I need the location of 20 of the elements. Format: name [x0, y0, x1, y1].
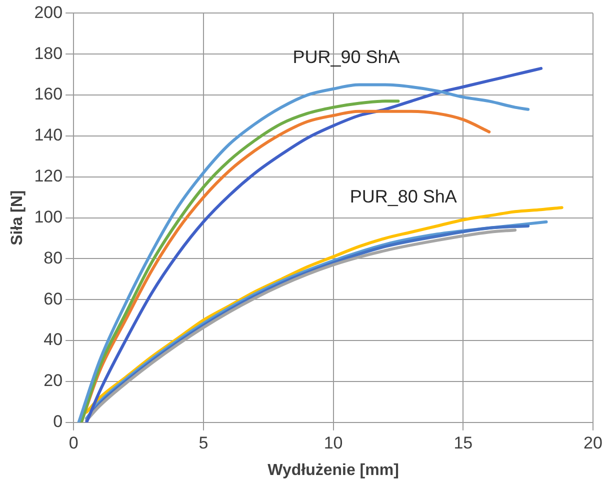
x-tick-label: 15 — [454, 433, 473, 452]
y-tick-label: 200 — [34, 2, 63, 22]
x-tick-label: 20 — [584, 433, 602, 452]
annotation: PUR_90 ShA — [292, 47, 400, 68]
y-tick-label: 0 — [53, 412, 63, 432]
y-tick-label: 160 — [34, 84, 63, 104]
y-tick-label: 80 — [44, 248, 63, 268]
x-tick-label: 10 — [324, 433, 343, 452]
y-tick-label: 40 — [44, 330, 63, 350]
y-tick-label: 20 — [44, 371, 63, 390]
annotation: PUR_80 ShA — [350, 186, 457, 206]
x-tick-label: 5 — [198, 433, 208, 452]
y-tick-label: 140 — [34, 126, 63, 145]
y-tick-label: 100 — [34, 207, 63, 226]
y-tick-label: 60 — [44, 289, 63, 308]
x-tick-label: 0 — [68, 433, 78, 452]
y-tick-label: 120 — [34, 166, 63, 186]
y-axis-title: Siła [N] — [9, 190, 26, 246]
y-tick-label: 180 — [34, 44, 63, 63]
x-axis-title: Wydłużenie [mm] — [268, 462, 399, 479]
